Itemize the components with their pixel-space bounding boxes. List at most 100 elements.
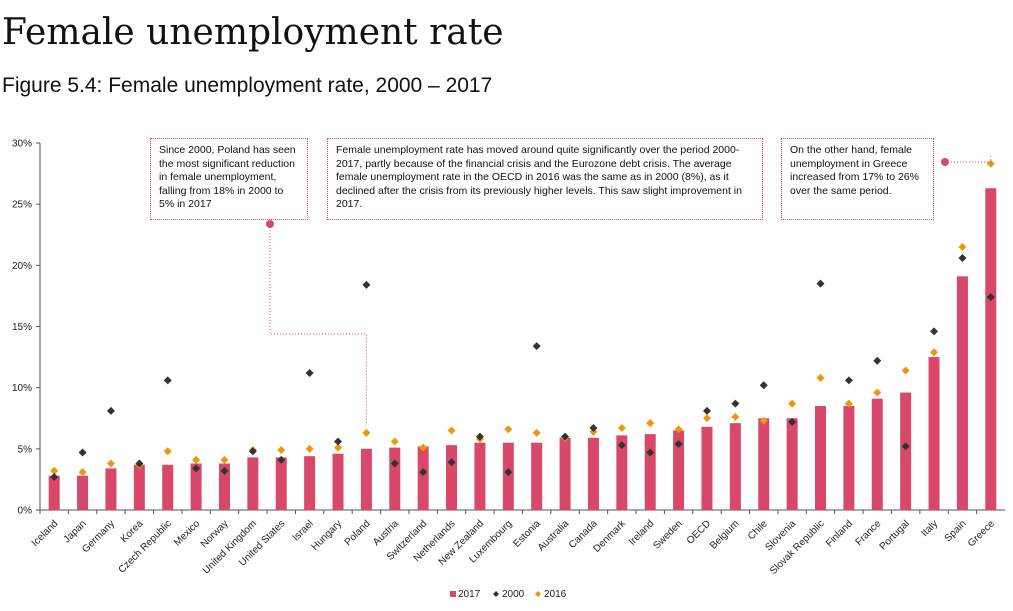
annotation-poland-dot — [266, 220, 274, 228]
marker-2000 — [702, 406, 711, 415]
bar-2017 — [332, 453, 344, 510]
legend-label-2017: 2017 — [458, 589, 481, 600]
bar-2017 — [247, 457, 259, 510]
marker-2016 — [447, 426, 456, 435]
marker-2016 — [305, 444, 314, 453]
x-tick-label: Denmark — [591, 518, 628, 555]
marker-2000 — [561, 432, 570, 441]
marker-2000 — [816, 279, 825, 288]
marker-2016 — [334, 443, 343, 452]
marker-2000 — [788, 417, 797, 426]
bar-2017 — [985, 188, 997, 510]
marker-2000 — [731, 399, 740, 408]
y-tick-label: 0% — [18, 506, 33, 517]
x-tick-label: Poland — [343, 518, 373, 548]
y-tick-label: 5% — [18, 444, 33, 455]
bar-2017 — [956, 276, 968, 510]
marker-2016 — [731, 413, 740, 422]
bar-2017 — [758, 418, 770, 510]
annotation-poland-connector — [269, 224, 367, 425]
bar-2017 — [729, 423, 741, 510]
marker-2016 — [163, 447, 172, 456]
bar-2017 — [77, 475, 89, 510]
marker-2016 — [930, 348, 939, 357]
marker-2000 — [674, 439, 683, 448]
x-tick-label: Korea — [119, 518, 146, 545]
bar-2017 — [701, 426, 713, 510]
bar-2017 — [928, 357, 940, 510]
marker-2000 — [106, 406, 115, 415]
bar-2017 — [843, 406, 855, 510]
marker-2000 — [135, 459, 144, 468]
bar-2017 — [48, 475, 60, 510]
marker-2000 — [504, 468, 513, 477]
bar-2017 — [815, 406, 827, 510]
bar-2017 — [673, 430, 685, 510]
bar-2017 — [105, 468, 117, 510]
marker-2016 — [788, 399, 797, 408]
marker-2000 — [759, 381, 768, 390]
marker-2016 — [873, 388, 882, 397]
marker-2016 — [617, 424, 626, 433]
legend-label-2016: 2016 — [544, 589, 567, 600]
bar-2017 — [389, 447, 401, 510]
bar-2017 — [218, 463, 230, 510]
marker-2016 — [986, 159, 995, 168]
bar-2017 — [190, 463, 202, 510]
marker-2016 — [532, 428, 541, 437]
marker-2000 — [305, 368, 314, 377]
y-tick-label: 25% — [12, 200, 32, 211]
marker-2000 — [362, 280, 371, 289]
bar-2017 — [360, 448, 372, 510]
marker-2016 — [362, 428, 371, 437]
annotation-poland: Since 2000, Poland has seen the most sig… — [150, 138, 308, 220]
x-tick-label: Chile — [746, 518, 770, 542]
annotation-greece: On the other hand, female unemployment i… — [781, 138, 934, 220]
annotation-oecd-text: Female unemployment rate has moved aroun… — [336, 144, 742, 210]
marker-2016 — [220, 455, 229, 464]
bar-2017 — [304, 456, 316, 510]
bar-2017 — [417, 446, 429, 510]
marker-2000 — [192, 464, 201, 473]
marker-2016 — [78, 468, 87, 477]
marker-2016 — [192, 455, 201, 464]
marker-2000 — [646, 448, 655, 457]
figure-title: Figure 5.4: Female unemployment rate, 20… — [2, 74, 493, 97]
bar-2017 — [474, 442, 486, 510]
marker-2016 — [674, 425, 683, 434]
bar-2017 — [871, 398, 883, 510]
x-tick-label: Israel — [291, 518, 316, 543]
marker-2016 — [901, 366, 910, 375]
marker-2000 — [475, 432, 484, 441]
marker-2000 — [532, 342, 541, 351]
marker-2000 — [390, 459, 399, 468]
marker-2000 — [248, 447, 257, 456]
marker-2000 — [220, 466, 229, 475]
annotation-greece-connector — [945, 155, 992, 163]
bar-2017 — [502, 442, 514, 510]
marker-2000 — [78, 448, 87, 457]
x-tick-label: Mexico — [172, 518, 202, 548]
x-tick-label: Portugal — [878, 518, 912, 552]
y-tick-label: 10% — [12, 383, 32, 394]
bar-2017 — [446, 445, 458, 510]
x-tick-label: Japan — [62, 518, 89, 545]
marker-2016 — [50, 466, 59, 475]
marker-2000 — [589, 424, 598, 433]
bar-2017 — [275, 457, 287, 510]
marker-2016 — [759, 416, 768, 425]
bar-2017 — [786, 418, 798, 510]
marker-2000 — [901, 442, 910, 451]
y-tick-label: 30% — [12, 139, 32, 150]
y-tick-label: 20% — [12, 261, 32, 272]
bar-2017 — [162, 464, 174, 510]
x-tick-label: Australia — [536, 518, 572, 554]
marker-2016 — [504, 425, 513, 434]
x-tick-label: Iceland — [30, 518, 61, 549]
annotation-oecd: Female unemployment rate has moved aroun… — [327, 138, 763, 220]
bar-2017 — [133, 464, 145, 510]
marker-2016 — [419, 443, 428, 452]
page-heading: Female unemployment rate — [2, 12, 504, 53]
legend-swatch-2016 — [535, 591, 541, 597]
